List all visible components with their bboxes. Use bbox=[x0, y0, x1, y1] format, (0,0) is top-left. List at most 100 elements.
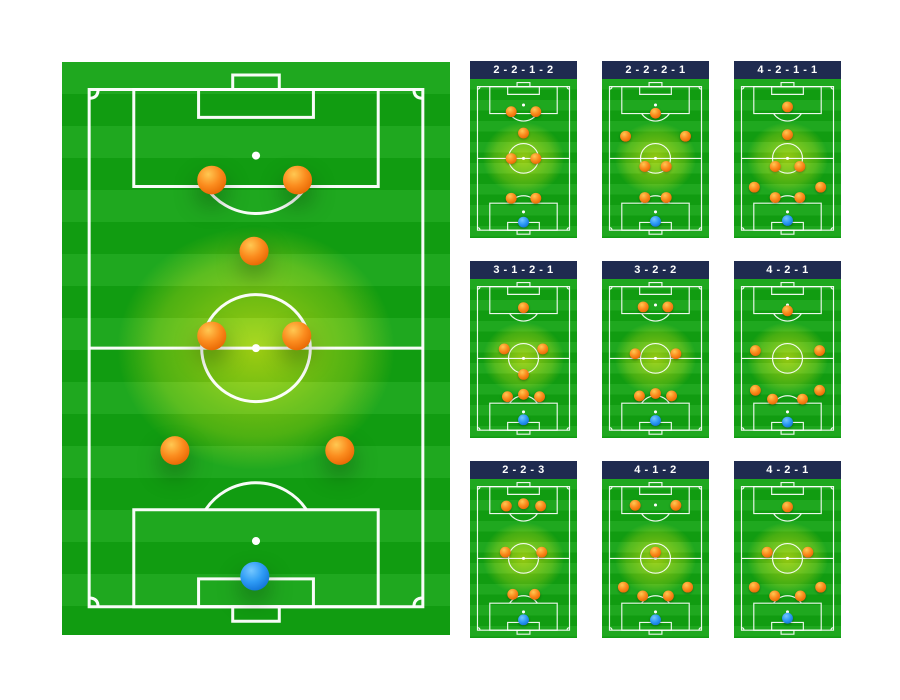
player-dot bbox=[505, 192, 517, 204]
player-dot bbox=[662, 301, 674, 313]
player-dot bbox=[633, 390, 645, 402]
formation-preview-pitch bbox=[734, 479, 841, 638]
player-dot bbox=[530, 106, 542, 118]
player-dot bbox=[782, 305, 793, 317]
player-dot bbox=[498, 343, 510, 355]
player-dot bbox=[536, 546, 548, 558]
player-dot bbox=[518, 127, 529, 139]
player-dot bbox=[660, 161, 672, 172]
formation-card[interactable]: 2 - 2 - 1 - 2 bbox=[470, 61, 577, 238]
player-dot bbox=[500, 500, 512, 512]
player-dot bbox=[535, 500, 547, 512]
player-dot bbox=[802, 546, 814, 558]
player-dot[interactable] bbox=[197, 321, 227, 351]
goalkeeper-dot bbox=[782, 416, 793, 428]
player-dot bbox=[505, 153, 517, 164]
player-dot bbox=[815, 181, 827, 193]
formation-preview-pitch bbox=[734, 79, 841, 238]
player-dot bbox=[530, 153, 542, 164]
player-dot bbox=[748, 181, 760, 193]
formation-card-header: 2 - 2 - 2 - 1 bbox=[602, 61, 709, 79]
goalkeeper-dot bbox=[518, 414, 529, 426]
player-dot bbox=[670, 348, 682, 360]
goalkeeper-dot[interactable] bbox=[240, 561, 270, 591]
player-dot[interactable] bbox=[282, 165, 313, 195]
goalkeeper-dot bbox=[518, 216, 529, 228]
formation-card[interactable]: 2 - 2 - 3 bbox=[470, 461, 577, 638]
formation-label: 4 - 2 - 1 bbox=[766, 263, 809, 276]
formation-label: 2 - 2 - 2 - 1 bbox=[625, 63, 686, 76]
goalkeeper-dot bbox=[650, 215, 661, 227]
formation-preview-pitch bbox=[470, 279, 577, 438]
formation-card-header: 2 - 2 - 1 - 2 bbox=[470, 61, 577, 79]
player-dot bbox=[534, 391, 546, 403]
formation-card[interactable]: 4 - 2 - 1 bbox=[734, 461, 841, 638]
formation-card-header: 2 - 2 - 3 bbox=[470, 461, 577, 479]
goalkeeper-dot bbox=[650, 614, 661, 626]
formation-label: 4 - 2 - 1 - 1 bbox=[757, 63, 818, 76]
formation-label: 2 - 2 - 3 bbox=[502, 463, 545, 476]
formation-label: 4 - 1 - 2 bbox=[634, 463, 677, 476]
player-dot[interactable] bbox=[282, 321, 312, 351]
formation-card[interactable]: 2 - 2 - 2 - 1 bbox=[602, 61, 709, 238]
player-dot bbox=[794, 161, 806, 172]
player-dot bbox=[782, 501, 793, 513]
player-dot bbox=[682, 581, 694, 593]
player-dot bbox=[639, 161, 651, 172]
player-dot bbox=[617, 581, 629, 593]
player-dot bbox=[767, 393, 778, 405]
player-dot bbox=[620, 130, 631, 142]
player-dot bbox=[629, 348, 641, 360]
player-dot bbox=[769, 192, 781, 203]
formation-card-header: 4 - 2 - 1 bbox=[734, 261, 841, 279]
formation-preview-pitch bbox=[602, 279, 709, 438]
player-dot bbox=[507, 588, 519, 600]
player-dot bbox=[769, 590, 781, 602]
player-dot bbox=[637, 301, 649, 313]
formation-label: 3 - 2 - 2 bbox=[634, 263, 677, 276]
player-dot[interactable] bbox=[239, 236, 269, 266]
formation-preview-pitch bbox=[602, 479, 709, 638]
player-dot[interactable] bbox=[197, 165, 227, 195]
formation-card[interactable]: 3 - 2 - 2 bbox=[602, 261, 709, 438]
player-dot bbox=[761, 546, 773, 558]
player-dot bbox=[499, 546, 511, 558]
formation-card[interactable]: 4 - 2 - 1 - 1 bbox=[734, 61, 841, 238]
player-dot bbox=[650, 388, 661, 399]
player-dot bbox=[797, 393, 808, 405]
player-dot bbox=[518, 388, 529, 400]
player-dot bbox=[749, 345, 761, 356]
player-dot bbox=[794, 192, 806, 203]
formation-card-header: 3 - 2 - 2 bbox=[602, 261, 709, 279]
goalkeeper-dot bbox=[782, 215, 793, 226]
player-dot bbox=[518, 302, 529, 314]
formation-label: 2 - 2 - 1 - 2 bbox=[493, 63, 554, 76]
player-dot bbox=[629, 499, 641, 511]
player-dot bbox=[518, 498, 529, 510]
player-dot bbox=[637, 590, 649, 602]
player-dot bbox=[749, 384, 761, 396]
player-dot bbox=[782, 129, 793, 141]
player-dot[interactable] bbox=[160, 436, 190, 465]
player-dot bbox=[769, 161, 781, 172]
player-dot bbox=[814, 384, 826, 396]
formation-card[interactable]: 4 - 2 - 1 bbox=[734, 261, 841, 438]
goalkeeper-dot bbox=[782, 612, 793, 624]
formation-preview-pitch bbox=[470, 479, 577, 638]
goalkeeper-dot bbox=[650, 415, 661, 426]
player-dot bbox=[530, 192, 542, 204]
formation-preview-pitch bbox=[470, 79, 577, 238]
player-dot bbox=[660, 192, 672, 203]
player-dot bbox=[505, 106, 517, 118]
main-pitch-field bbox=[62, 62, 450, 635]
player-dot bbox=[782, 101, 793, 113]
player-dot bbox=[537, 343, 549, 355]
player-dot bbox=[662, 590, 674, 602]
player-dot[interactable] bbox=[325, 436, 355, 465]
player-dot bbox=[680, 130, 691, 142]
player-dot bbox=[748, 581, 760, 593]
player-dot bbox=[529, 588, 541, 600]
player-dot bbox=[639, 192, 651, 203]
formation-card[interactable]: 4 - 1 - 2 bbox=[602, 461, 709, 638]
formation-card[interactable]: 3 - 1 - 2 - 1 bbox=[470, 261, 577, 438]
